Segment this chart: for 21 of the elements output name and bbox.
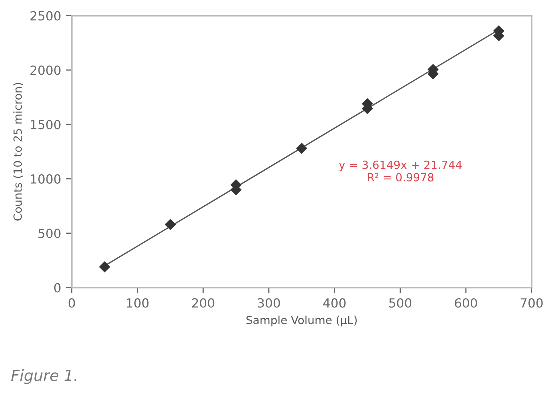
x-tick-label: 0 [68, 298, 76, 308]
y-tick-label: 1000 [31, 174, 61, 184]
point [99, 262, 110, 273]
x-tick-label: 200 [192, 298, 214, 308]
y-tick-label: 1500 [31, 120, 61, 130]
x-tick-label: 300 [258, 298, 280, 308]
x-tick-label: 500 [390, 298, 412, 308]
point [296, 143, 308, 154]
annotation: y = 3.6149x + 21.744 R² = 0.9978 [339, 160, 462, 182]
x-axis-title: Sample Volume (µL) [246, 316, 357, 327]
x-tick-label: 100 [127, 298, 149, 308]
point [165, 219, 176, 230]
y-tick-label: 2500 [30, 11, 61, 21]
x-tick-label: 400 [323, 298, 346, 308]
y-tick-label: 2000 [30, 66, 61, 76]
x-tick-label: 600 [455, 298, 478, 308]
y-tick-label: 500 [38, 228, 61, 238]
y-axis-title: Counts (10 to 25 micron) [13, 83, 24, 221]
caption: Figure 1. [11, 370, 77, 384]
y-tick-label: 0 [54, 283, 61, 293]
x-tick-label: 700 [520, 298, 543, 308]
